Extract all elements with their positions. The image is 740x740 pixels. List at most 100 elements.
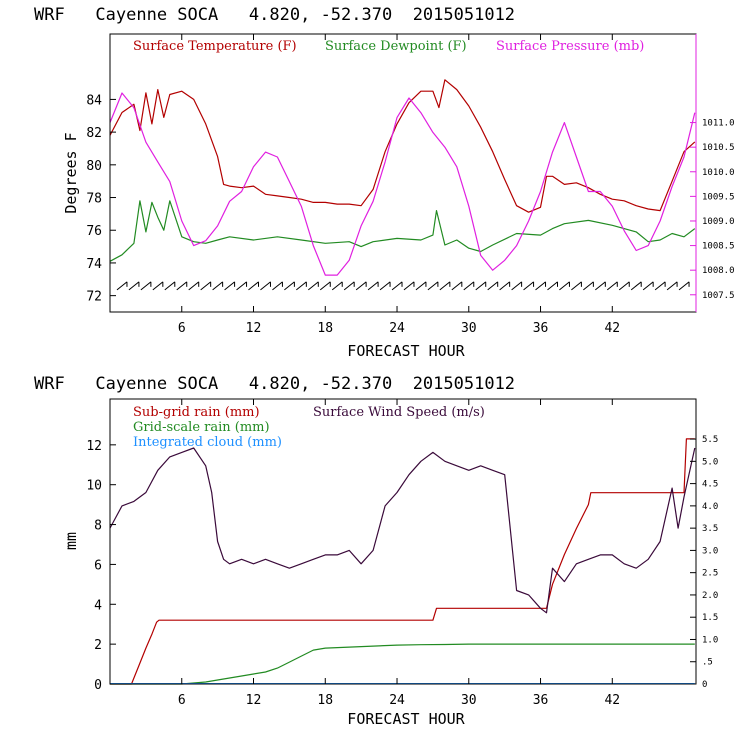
x-tick-label: 24 [389,321,405,336]
legend-integrated-cloud: Integrated cloud (mm) [133,435,282,450]
bottom-plot-frame [109,398,697,685]
x-tick-label: 18 [317,693,333,708]
y-tick-label: 84 [86,93,102,108]
wind-barb-mark [618,281,630,291]
y-tick-label: 10 [86,479,102,494]
y-tick-label: 82 [86,126,102,141]
bottom-plot-area [109,438,696,685]
legend-surface-dewpoint: Surface Dewpoint (F) [325,39,467,54]
x-tick-label: 30 [461,693,477,708]
top-y-ticks: 72 74 76 78 80 82 84 [86,93,116,305]
series-line-surface-temperature [109,79,696,213]
series-line-surface-dewpoint [109,200,696,262]
y2-tick-label: 1009.5 [702,192,735,202]
y-tick-label: 6 [94,558,102,573]
wind-barb-mark [200,281,211,291]
series-line-sub-grid-rain [110,438,695,685]
y-tick-label: 78 [86,192,102,207]
wind-barb-mark [642,281,654,291]
wind-barb-mark [224,281,235,291]
y2-tick-label: 5.5 [702,435,718,445]
top-x-axis-label: FORECAST HOUR [347,342,465,360]
bottom-y-axis-label: mm [62,532,80,550]
y2-tick-label: 3.5 [702,524,718,534]
x-tick-label: 36 [533,693,549,708]
y2-tick-label: 0 [702,680,707,690]
wind-barb-mark [559,281,570,291]
x-tick-label: 6 [178,321,186,336]
top-y2-ticks: 1007.5 1008.0 1008.5 1009.0 1009.5 1010.0 1010… [690,119,735,301]
x-tick-label: 18 [317,321,333,336]
x-tick-label: 30 [461,321,477,336]
y2-tick-label: .5 [702,658,713,668]
y2-tick-label: 1.5 [702,613,718,623]
bottom-x-ticks: 6 12 18 24 30 36 42 [178,399,620,708]
series-line-grid-scale-rain [110,643,695,685]
wind-barb-mark [391,281,403,291]
series-line-surface-wind-speed [109,447,696,614]
wind-barb-mark [630,281,642,291]
y2-tick-label: 2.0 [702,591,718,601]
bottom-x-axis-label: FORECAST HOUR [347,710,465,728]
x-tick-label: 6 [178,693,186,708]
wind-barb-mark [164,281,176,291]
wind-barb-mark [272,281,283,291]
wind-barb-mark [140,281,152,291]
series-line-surface-pressure [109,92,696,276]
wind-barb-mark [511,281,522,291]
wind-barb-mark [176,281,188,291]
wind-barb-mark [248,281,259,291]
y2-tick-label: 1008.0 [702,266,735,276]
wind-barb-mark [331,281,343,291]
top-plot-frame [109,33,697,313]
wind-barb-mark [260,281,271,291]
y2-tick-label: 2.5 [702,569,718,579]
legend-grid-scale-rain: Grid-scale rain (mm) [133,420,270,435]
wind-barb-mark [666,281,678,291]
wind-barb-mark [152,281,164,291]
wind-barb-mark [487,281,499,291]
y-tick-label: 4 [94,598,102,613]
y-tick-label: 0 [94,678,102,693]
wind-barb-mark [499,281,510,291]
y-tick-label: 80 [86,159,102,174]
x-tick-label: 12 [246,321,262,336]
wind-barb-mark [547,281,558,291]
wind-barb-mark [523,281,534,291]
temperature-panel: WRF Cayenne SOCA 4.820, -52.370 20150510… [34,5,735,360]
y-tick-label: 76 [86,224,102,239]
y-tick-label: 8 [94,519,102,534]
y2-tick-label: 1.0 [702,635,718,645]
y2-tick-label: 1010.0 [702,168,735,178]
bottom-panel-title: WRF Cayenne SOCA 4.820, -52.370 20150510… [34,374,515,394]
wind-barb-mark [116,281,128,291]
wind-barb-mark [475,281,487,291]
top-panel-title: WRF Cayenne SOCA 4.820, -52.370 20150510… [34,5,515,25]
wind-barb-mark [654,281,666,291]
wind-barb-mark [188,281,200,291]
wind-barb-mark [463,281,475,291]
y2-tick-label: 1008.5 [702,242,735,252]
wind-barb-mark [451,281,463,291]
wind-barb-mark [236,281,247,291]
wind-barb-mark [307,281,319,291]
y2-tick-label: 3.0 [702,546,718,556]
y-tick-label: 12 [86,439,102,454]
top-y-axis-label: Degrees F [62,132,80,213]
x-tick-label: 24 [389,693,405,708]
x-tick-label: 42 [604,321,620,336]
wind-barb-mark [583,281,594,291]
wind-barb-mark [355,281,367,291]
y2-tick-label: 1011.0 [702,119,735,129]
wind-barb-mark [606,281,618,291]
legend-surface-wind-speed: Surface Wind Speed (m/s) [313,405,485,420]
x-tick-label: 36 [533,321,549,336]
wind-barb-mark [296,281,307,291]
x-tick-label: 12 [246,693,262,708]
y2-tick-label: 5.0 [702,457,718,467]
wind-barb-mark [343,281,355,291]
wind-barb-mark [367,281,379,291]
wind-barb-mark [212,281,223,291]
y2-tick-label: 4.5 [702,480,718,490]
bottom-y-ticks: 0 2 4 6 8 10 12 [86,439,116,693]
